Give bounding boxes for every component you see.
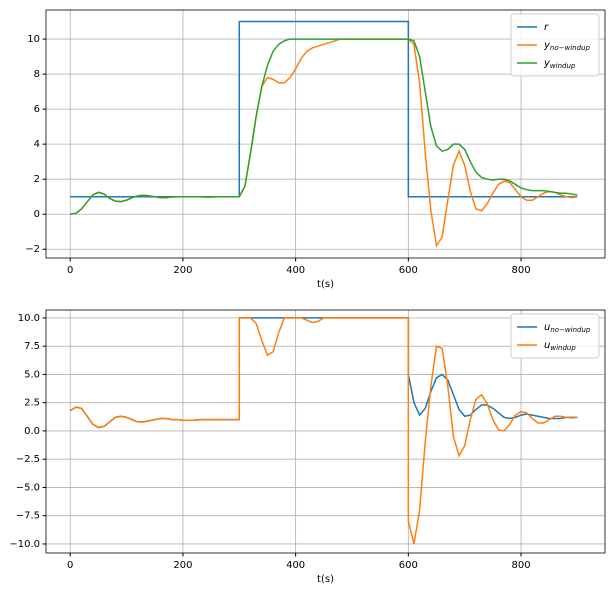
legend-label: uno−windup [544,322,591,334]
x-tick-label: 400 [286,560,305,571]
legend-label: ywindup [543,58,576,70]
x-axis-label: t(s) [317,574,334,585]
legend-label: yno−windup [543,40,590,52]
x-tick-label: 200 [173,560,192,571]
y-tick-label: 0 [34,209,40,220]
y-tick-label: −2.5 [16,454,40,465]
x-tick-label: 600 [399,560,418,571]
line-series [70,38,578,248]
y-tick-label: −2 [25,244,40,255]
legend-subscript: windup [550,344,576,352]
y-tick-label: 2 [34,174,40,185]
y-tick-label: 4 [34,139,40,150]
y-tick-label: 5.0 [24,369,40,380]
y-tick-label: 7.5 [24,341,40,352]
y-tick-label: −10.0 [9,539,40,550]
x-tick-label: 0 [67,560,73,571]
x-tick-label: 600 [399,265,418,276]
x-tick-label: 400 [286,265,305,276]
y-tick-label: −5.0 [16,482,40,493]
line-series [70,38,578,215]
x-tick-label: 200 [173,265,192,276]
y-tick-label: 0.0 [24,426,40,437]
x-tick-label: 800 [511,265,530,276]
x-axis-label: t(s) [317,279,334,290]
legend-name: y [543,58,551,69]
x-tick-label: 0 [67,265,73,276]
x-tick-label: 800 [511,560,530,571]
y-tick-label: 6 [34,104,40,115]
legend-name: y [543,40,551,51]
legend-name: u [544,340,550,351]
plot-frame [45,9,606,259]
legend-label: uwindup [544,340,576,352]
y-tick-label: 2.5 [24,398,40,409]
plot-frame [45,309,606,554]
y-tick-label: 10.0 [18,313,40,324]
legend-subscript: no−windup [550,44,591,52]
legend-name: u [544,322,550,333]
legend-label: r [544,22,549,33]
line-series [69,317,578,545]
legend-box [510,313,600,359]
y-tick-label: 8 [34,69,40,80]
legend-box [510,13,600,77]
legend-subscript: no−windup [550,326,591,334]
line-series [69,317,578,429]
y-tick-label: 10 [27,34,40,45]
legend-subscript: windup [550,62,576,70]
y-tick-label: −7.5 [16,511,40,522]
legend-name: r [544,22,549,33]
